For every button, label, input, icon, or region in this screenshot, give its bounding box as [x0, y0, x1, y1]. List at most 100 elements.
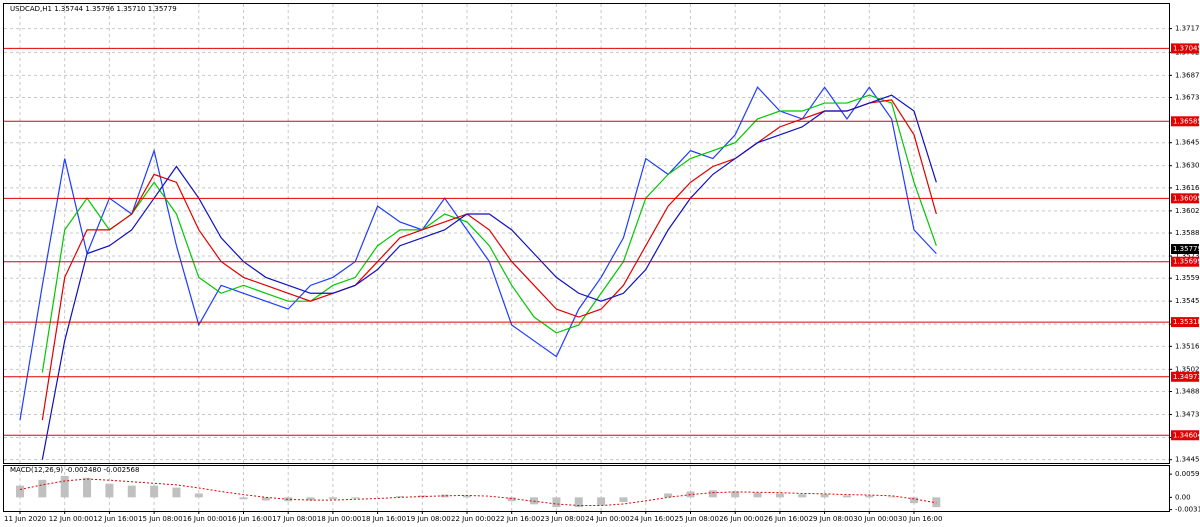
histogram-bar: [798, 494, 807, 498]
histogram-bar: [910, 497, 918, 504]
x-tick-label: 16 Jun 00:00: [183, 515, 227, 523]
histogram-bar: [574, 497, 583, 508]
histogram-bar: [284, 497, 293, 502]
series-line: [41, 94, 937, 460]
y-tick-label: 1.36875: [1175, 71, 1200, 79]
y-tick-label: 1.35735: [1175, 252, 1200, 260]
series-line: [19, 478, 937, 507]
y-tick-label: 0.00: [1175, 493, 1191, 501]
histogram-bar: [708, 490, 717, 498]
y-tick-label: 1.35595: [1175, 274, 1200, 282]
level-label-box: [1171, 43, 1199, 54]
x-tick-label: 22 Jun 00:00: [451, 515, 495, 523]
histogram-bar: [440, 494, 449, 498]
macd-title: MACD(12,26,9) -0.002480 -0.002568: [10, 466, 139, 474]
x-tick-label: 30 Jun 16:00: [898, 515, 942, 523]
histogram-bar: [261, 497, 270, 501]
last-price-box: [1171, 244, 1199, 255]
level-label: 1.34604: [1173, 431, 1200, 439]
histogram-bar: [865, 495, 874, 498]
level-label: 1.36585: [1173, 117, 1200, 125]
level-label-box: [1171, 116, 1199, 127]
y-tick-label: 1.35450: [1175, 297, 1200, 305]
series-line: [41, 94, 937, 373]
macd-frame: [3, 465, 1170, 512]
histogram-bar: [932, 497, 941, 508]
histogram-bar: [16, 485, 24, 498]
histogram-bar: [38, 479, 47, 498]
level-label-box: [1171, 256, 1199, 267]
histogram-bar: [842, 495, 851, 498]
x-tick-label: 18 Jun 00:00: [317, 515, 361, 523]
x-tick-label: 26 Jun 16:00: [764, 515, 808, 523]
histogram-bar: [552, 497, 561, 508]
chart-title: USDCAD,H1 1.35744 1.35796 1.35710 1.3577…: [10, 5, 177, 13]
histogram-bar: [306, 497, 315, 501]
x-tick-label: 12 Jun 16:00: [93, 515, 137, 523]
x-tick-label: 29 Jun 08:00: [809, 515, 853, 523]
x-tick-label: 23 Jun 08:00: [540, 515, 584, 523]
level-label: 1.35318: [1173, 318, 1200, 326]
histogram-bar: [775, 493, 784, 498]
level-label-box: [1171, 430, 1199, 441]
histogram-bar: [351, 497, 360, 499]
level-label: 1.37045: [1173, 44, 1200, 52]
y-tick-label: 1.37170: [1175, 25, 1200, 33]
histogram-bar: [597, 497, 606, 506]
histogram-bar: [60, 475, 69, 498]
x-tick-label: 18 Jun 16:00: [362, 515, 406, 523]
histogram-bar: [820, 494, 829, 498]
histogram-bar: [239, 497, 248, 500]
histogram-bar: [127, 485, 136, 498]
y-tick-label: 1.35020: [1175, 365, 1200, 373]
y-tick-label: 0.005954: [1175, 470, 1200, 478]
histogram-bar: [328, 497, 337, 500]
series-line: [19, 86, 937, 421]
x-tick-label: 24 Jun 00:00: [585, 515, 629, 523]
y-tick-label: 1.34735: [1175, 410, 1200, 418]
y-tick-label: 1.36450: [1175, 139, 1200, 147]
histogram-bar: [105, 483, 114, 498]
histogram-bar: [731, 491, 740, 498]
x-tick-label: 12 Jun 00:00: [49, 515, 93, 523]
x-tick-label: 22 Jun 16:00: [496, 515, 540, 523]
y-tick-label: 1.35880: [1175, 229, 1200, 237]
x-tick-label: 17 Jun 08:00: [272, 515, 316, 523]
histogram-bar: [507, 497, 516, 502]
histogram-bar: [753, 492, 762, 498]
level-label: 1.36099: [1173, 194, 1200, 202]
histogram-bar: [194, 493, 203, 498]
y-tick-label: 1.36735: [1175, 94, 1200, 102]
histogram-bar: [619, 497, 628, 503]
x-tick-label: 25 Jun 08:00: [675, 515, 719, 523]
histogram-bar: [664, 493, 673, 498]
level-label: 1.34973: [1173, 373, 1200, 381]
y-tick-label: 1.34880: [1175, 388, 1200, 396]
level-label: 1.35699: [1173, 258, 1200, 266]
y-tick-label: 1.36020: [1175, 207, 1200, 215]
y-tick-label: 1.35165: [1175, 342, 1200, 350]
histogram-bar: [83, 477, 92, 498]
x-tick-label: 11 Jun 2020: [4, 515, 46, 523]
x-tick-label: 15 Jun 08:00: [138, 515, 182, 523]
x-tick-label: 24 Jun 16:00: [630, 515, 674, 523]
level-label-box: [1171, 371, 1199, 382]
x-tick-label: 26 Jun 00:00: [719, 515, 763, 523]
x-tick-label: 16 Jun 16:00: [228, 515, 272, 523]
last-price-label: 1.35779: [1173, 245, 1200, 253]
x-tick-label: 19 Jun 08:00: [406, 515, 450, 523]
x-tick-label: 30 Jun 00:00: [853, 515, 897, 523]
level-label-box: [1171, 193, 1199, 204]
y-tick-label: 1.36305: [1175, 162, 1200, 170]
histogram-bar: [395, 496, 404, 498]
level-label-box: [1171, 317, 1199, 328]
histogram-bar: [150, 485, 159, 498]
y-tick-label: 1.36165: [1175, 184, 1200, 192]
series-line: [41, 99, 937, 421]
y-tick-label: -0.00314: [1175, 506, 1200, 514]
histogram-bar: [887, 496, 896, 498]
histogram-bar: [463, 495, 471, 498]
y-tick-label: 1.34450: [1175, 456, 1200, 464]
